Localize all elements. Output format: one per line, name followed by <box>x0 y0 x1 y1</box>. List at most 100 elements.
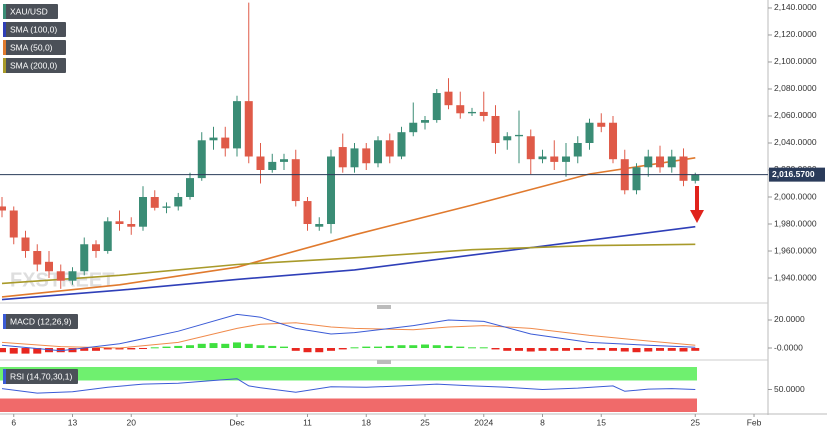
down-arrow <box>690 186 704 223</box>
candle-body <box>80 244 89 272</box>
rsi-line <box>1 378 696 394</box>
legend-item: RSI (14,70,30,1) <box>3 369 78 384</box>
histogram-bar <box>679 348 688 352</box>
signal-line <box>1 322 696 349</box>
histogram-bar <box>468 347 477 349</box>
histogram-bar <box>585 348 594 350</box>
panel-handle <box>377 360 391 364</box>
candle-body <box>667 156 676 168</box>
candle-body <box>526 136 535 160</box>
candle-body <box>562 156 571 162</box>
histogram-bar <box>162 346 171 349</box>
legend-label: SMA (100,0) <box>10 24 57 34</box>
histogram-bar <box>350 347 359 349</box>
histogram-bar <box>303 348 312 353</box>
histogram-bar <box>667 348 676 351</box>
x-tick-label: 18 <box>362 417 372 427</box>
x-tick-label: 2024 <box>474 417 493 427</box>
candle-body <box>115 221 124 225</box>
candle-body <box>197 140 206 179</box>
candle-body <box>186 178 195 198</box>
oversold-zone <box>0 398 697 412</box>
y-tick-label: 2,040.0000 <box>774 137 817 147</box>
histogram-bar <box>103 348 112 350</box>
histogram-bar <box>562 348 571 351</box>
histogram-bar <box>479 347 488 349</box>
legend-swatch <box>3 22 6 37</box>
candle-body <box>68 271 77 281</box>
histogram-bar <box>174 345 183 349</box>
histogram-bar <box>385 345 394 349</box>
candle-body <box>597 122 606 127</box>
legend-label: SMA (200,0) <box>10 60 57 70</box>
candle-body <box>491 115 500 143</box>
y-tick-label: 1,940.0000 <box>774 272 817 282</box>
histogram-bar <box>139 348 148 350</box>
candle-body <box>127 224 136 227</box>
histogram-bar <box>526 348 535 352</box>
histogram-bar <box>456 346 465 349</box>
y-tick-label: -0.0000 <box>774 342 803 352</box>
candle-body <box>444 91 453 106</box>
histogram-bar <box>186 345 195 349</box>
y-tick-label: 2,060.0000 <box>774 110 817 120</box>
legend-box <box>3 314 78 329</box>
histogram-bar <box>9 348 18 354</box>
x-tick-label: 6 <box>11 417 16 427</box>
candle-body <box>573 142 582 157</box>
candle-body <box>456 105 465 114</box>
x-tick-label: 8 <box>540 417 545 427</box>
candle-body <box>44 261 53 272</box>
histogram-bar <box>691 348 700 351</box>
candle-body <box>656 156 665 168</box>
histogram-bar <box>444 345 453 349</box>
histogram-bar <box>280 346 289 349</box>
histogram-bar <box>209 343 218 349</box>
candle-body <box>538 156 547 160</box>
candle-body <box>291 159 300 202</box>
histogram-bar <box>197 343 206 349</box>
histogram-bar <box>221 343 230 349</box>
macd-line <box>1 313 696 352</box>
candle-body <box>515 134 524 137</box>
histogram-bar <box>33 348 42 354</box>
candle-body <box>21 237 30 252</box>
legend-swatch <box>3 314 6 329</box>
x-tick-label: Dec <box>229 417 245 427</box>
candle-body <box>174 197 183 207</box>
histogram-bar <box>362 346 371 349</box>
candle-body <box>632 167 641 191</box>
candle-body <box>421 120 430 123</box>
histogram-bar <box>233 342 242 349</box>
candle-body <box>315 224 324 227</box>
candle-body <box>432 93 441 121</box>
x-tick-label: Feb <box>747 417 762 427</box>
legend-swatch <box>3 369 6 384</box>
histogram-bar <box>327 348 336 351</box>
histogram-bar <box>127 348 136 350</box>
candle-body <box>374 140 383 164</box>
histogram-bar <box>609 348 618 351</box>
candle-body <box>139 197 148 227</box>
histogram-bar <box>503 348 512 351</box>
candle-body <box>303 201 312 225</box>
y-tick-label: 2,000.0000 <box>774 191 817 201</box>
legend-item: XAU/USD <box>3 4 58 19</box>
candle-body <box>209 137 218 141</box>
candle-body <box>233 101 242 149</box>
y-tick-label: 50.0000 <box>774 384 805 394</box>
legend-swatch <box>3 58 6 73</box>
x-tick-label: 15 <box>597 417 607 427</box>
candle-body <box>103 221 112 252</box>
candle-body <box>280 159 289 162</box>
legend-label: RSI (14,70,30,1) <box>10 371 73 381</box>
histogram-bar <box>597 348 606 351</box>
histogram-bar <box>656 348 665 351</box>
histogram-bar <box>432 345 441 349</box>
candle-body <box>9 210 18 238</box>
histogram-bar <box>644 348 653 352</box>
sma-line <box>1 225 696 301</box>
histogram-bar <box>268 345 277 349</box>
x-tick-label: 13 <box>68 417 78 427</box>
